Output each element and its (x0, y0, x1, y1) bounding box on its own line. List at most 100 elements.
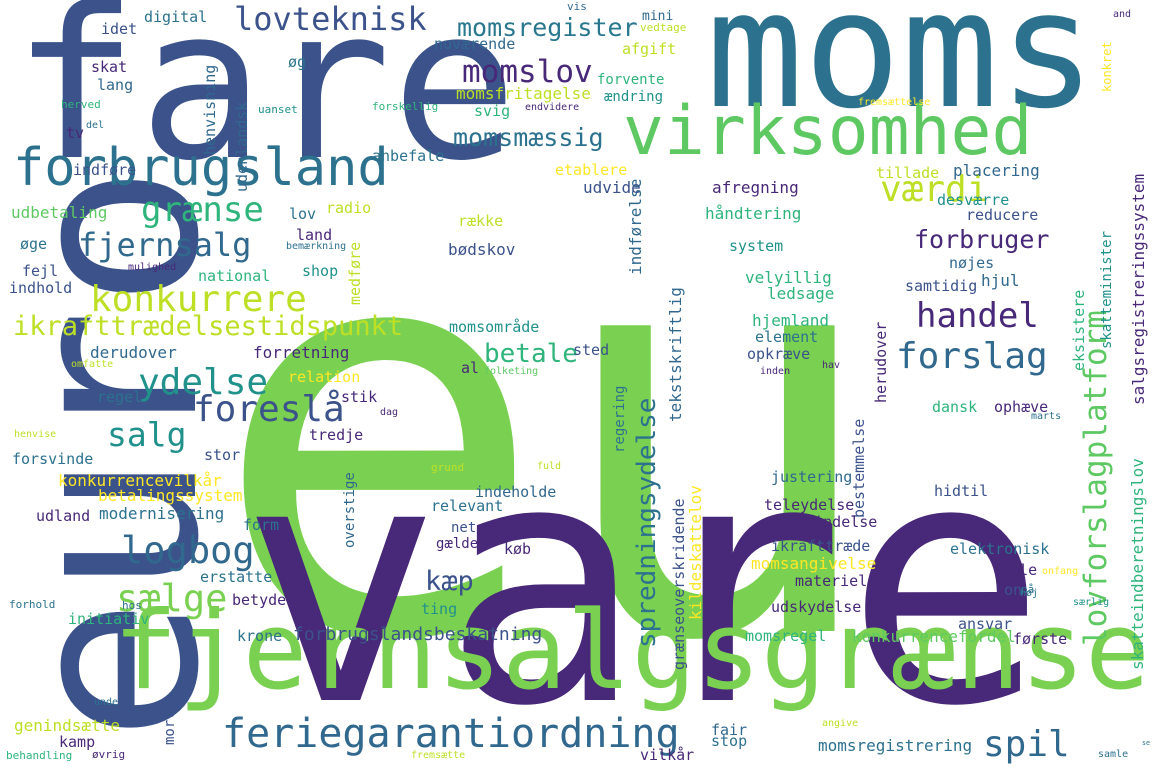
word-materiel: materiel (795, 572, 868, 590)
word-unde: unde (94, 697, 119, 708)
word-sted: sted (573, 341, 610, 359)
word-gaelde: gælde (436, 536, 479, 552)
word-oege: øge (20, 235, 48, 253)
word-graenseoverskridende: grænseoverskridende (670, 498, 688, 670)
word-foerste: første (1013, 630, 1068, 648)
word-ansvar: ansvar (958, 615, 1013, 633)
word-momsregister: momsregister (457, 13, 638, 42)
word-erstatte: erstatte (200, 568, 273, 586)
word-hav: hav (822, 360, 841, 371)
word-onfang: onfang (1042, 566, 1079, 577)
word-koeb: køb (504, 540, 532, 558)
word-moms: moms (706, 0, 1097, 145)
word-net: net (451, 520, 477, 536)
word-udskydelse: udskydelse (771, 598, 862, 616)
word-on: on (1004, 581, 1023, 599)
word-momsomraade: momsområde (449, 318, 540, 336)
word-hos: hos (122, 599, 142, 612)
word-logbog: logbog (121, 529, 255, 572)
word-inden: inden (760, 366, 791, 377)
word-momsregistrering: momsregistrering (818, 736, 973, 755)
word-forbindelse: forbindelse (778, 513, 878, 531)
word-derudover: derudover (90, 343, 177, 362)
word-momsregel: momsregel (745, 627, 827, 645)
word-ikrafttraedelsestidspunkt: ikrafttrædelsestidspunkt (13, 311, 404, 342)
word-angive: angive (822, 718, 859, 729)
word-overstige: overstige (342, 472, 358, 548)
word-del: del (86, 120, 105, 131)
word-ydelse: ydelse (138, 362, 269, 403)
word-dag: dag (380, 407, 399, 418)
word-initiativ: initiativ (68, 610, 150, 628)
word-momsmaessig: momsmæssig (453, 123, 604, 152)
word-forbrugslandsbeskatning: forbrugslandsbeskatning (293, 624, 543, 645)
word-ikrafttraede: ikrafttræde (771, 537, 871, 555)
word-momsfritagelse: momsfritagelse (456, 84, 591, 103)
word-digital: digital (144, 8, 208, 26)
word-betyde: betyde (232, 591, 287, 609)
word-betalingssystem: betalingssystem (98, 486, 243, 505)
word-afgift: afgift (622, 40, 677, 58)
word-opkraeve: opkræve (747, 345, 811, 363)
word-saelge: sælge (116, 577, 228, 620)
word-fejl: fejl (22, 262, 59, 280)
word-henvise: henvise (14, 429, 57, 440)
word-udvide: udvide (583, 178, 641, 197)
word-genindsaette: genindsætte (14, 716, 120, 735)
word-mini: mini (642, 9, 674, 24)
word-hoej: høj (1020, 588, 1039, 599)
word-tillade: tillade (876, 164, 940, 182)
word-regering: regering (612, 385, 628, 453)
word-forskellig: forskellig (372, 100, 439, 113)
word-bemaerkning: bemærkning (286, 241, 347, 252)
word-vare: vare (240, 390, 1047, 770)
word-hidtil: hidtil (934, 482, 989, 500)
word-hjul: hjul (981, 271, 1020, 290)
word-forslag: forslag (896, 336, 1048, 377)
word-konkurrencevilkaar: konkurrencevilkår (58, 471, 222, 490)
word-fare: fare (12, 0, 518, 207)
word-element: element (755, 328, 819, 346)
word-shop: shop (302, 262, 339, 280)
word-national: national (198, 267, 271, 285)
word-vis: vis (567, 0, 587, 13)
word-samtidig: samtidig (905, 277, 978, 295)
word-justering: justering (771, 468, 853, 486)
word-reducere: reducere (966, 206, 1039, 224)
word-momslov: momslov (462, 54, 593, 90)
word-skat: skat (91, 58, 128, 76)
word-modernisering: modernisering (99, 504, 225, 523)
word-al: al (461, 359, 480, 377)
word-indfoere: indføre (73, 161, 137, 179)
word-afregning: afregning (712, 178, 799, 197)
word-vilkaar: vilkår (640, 746, 695, 764)
word-indhold: indhold (9, 279, 73, 297)
word-udenlandsk: udenlandsk (233, 101, 251, 192)
word-raekke: række (458, 212, 504, 230)
word-lang: lang (97, 76, 134, 94)
word-konkurrere: konkurrere (90, 279, 307, 320)
word-relation: relation (288, 368, 361, 386)
word-tv: tv (66, 124, 85, 142)
word-vedtage: vedtage (640, 21, 687, 34)
word-land: land (296, 226, 333, 244)
word-se: se (1142, 739, 1150, 747)
word-salgsregistreringssystem: salgsregistreringssystem (1129, 173, 1148, 405)
word-medfoere: medføre (346, 241, 364, 305)
word-konkurrencefordel: konkurrencefordel (852, 627, 1016, 646)
word-spredningsydelse: spredningsydelse (632, 397, 662, 648)
word-virksomhed: virksomhed (623, 92, 1033, 171)
word-momsangivelse: momsangivelse (751, 554, 877, 573)
word-tredje: tredje (309, 426, 364, 444)
word-endvidere: endvidere (525, 102, 580, 113)
word-kildeskattelov: kildeskattelov (686, 485, 705, 620)
word-skatteminister: skatteminister (1099, 230, 1115, 349)
word-haandtering: håndtering (705, 204, 802, 223)
word-anbefale: anbefale (372, 147, 445, 165)
word-faelle: fælle (992, 561, 1038, 579)
word-ophaeve: ophæve (994, 398, 1049, 416)
word-marts: marts (1031, 411, 1062, 422)
word-skatteindberetningslov: skatteindberetningslov (1128, 458, 1147, 670)
word-morten: morten (162, 694, 178, 745)
